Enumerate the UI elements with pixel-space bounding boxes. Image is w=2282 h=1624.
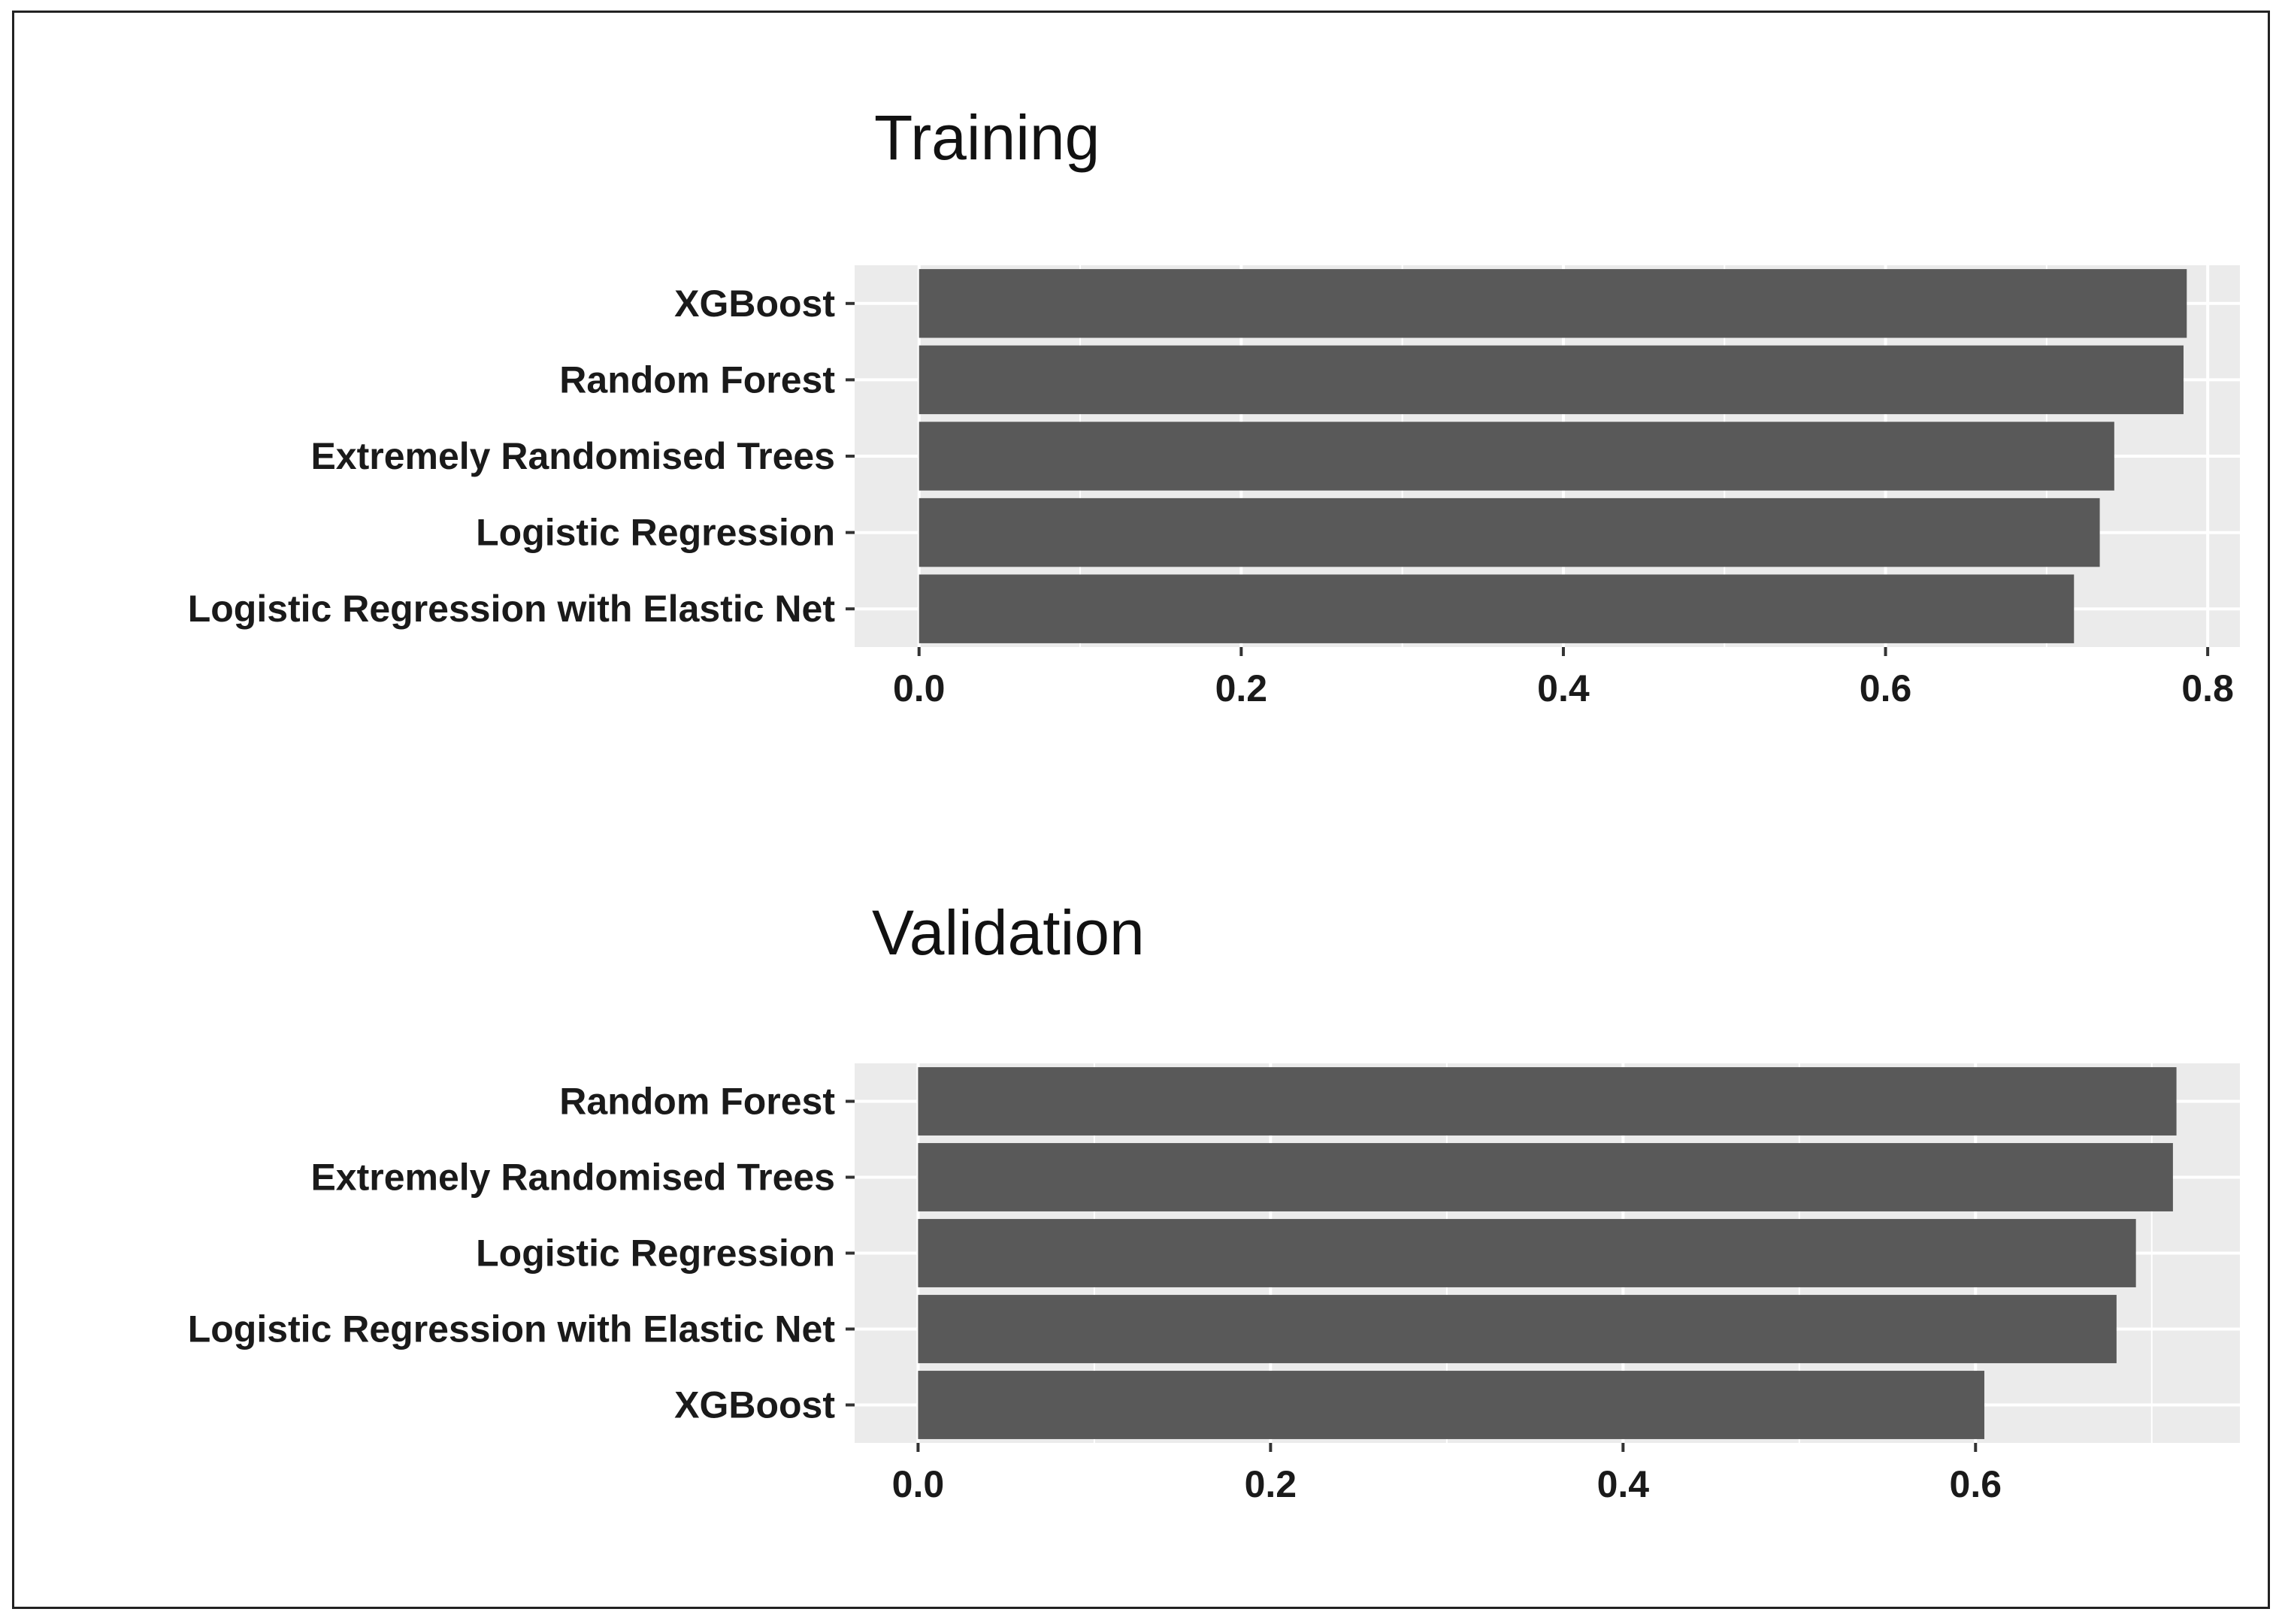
bar-extremely-randomised-trees: [918, 1143, 2173, 1211]
x-tick-label: 0.2: [1245, 1463, 1297, 1505]
x-tick-label: 0.0: [892, 1463, 945, 1505]
bar-xgboost: [918, 1371, 1985, 1439]
bar-logistic-regression: [919, 497, 2100, 567]
category-label: Random Forest: [559, 1081, 835, 1123]
bar-random-forest: [919, 345, 2184, 415]
category-label: Logistic Regression: [476, 1232, 835, 1275]
bar-logistic-regression-with-elastic-net: [919, 574, 2075, 643]
bar-xgboost: [919, 269, 2187, 338]
bar-extremely-randomised-trees: [919, 422, 2114, 491]
category-label: Logistic Regression: [476, 512, 835, 554]
category-label: XGBoost: [674, 283, 835, 325]
bar-random-forest: [918, 1067, 2177, 1136]
chart-panel-1: Training XGBoost Random Forest Extremely Ra…: [188, 102, 2240, 709]
x-tick-label: 0.0: [893, 667, 946, 709]
x-tick-label: 0.6: [1950, 1463, 2002, 1505]
category-label: Logistic Regression with Elastic Net: [188, 1308, 836, 1350]
bar-logistic-regression: [918, 1219, 2136, 1287]
x-tick-label: 0.8: [2181, 667, 2234, 709]
category-label: Extremely Randomised Trees: [310, 435, 835, 477]
x-tick-label: 0.6: [1860, 667, 1912, 709]
category-label: XGBoost: [674, 1384, 835, 1426]
category-label: Logistic Regression with Elastic Net: [188, 588, 836, 630]
bar-logistic-regression-with-elastic-net: [918, 1295, 2117, 1363]
x-tick-label: 0.4: [1537, 667, 1590, 709]
category-label: Random Forest: [559, 358, 835, 401]
chart-panel-2: Validation Random Forest Extremely Randomi…: [188, 897, 2240, 1505]
x-tick-label: 0.2: [1215, 667, 1268, 709]
chart-title: Training: [874, 102, 1100, 173]
category-label: Extremely Randomised Trees: [310, 1157, 835, 1199]
x-tick-label: 0.4: [1597, 1463, 1650, 1505]
chart-title: Validation: [872, 897, 1145, 968]
